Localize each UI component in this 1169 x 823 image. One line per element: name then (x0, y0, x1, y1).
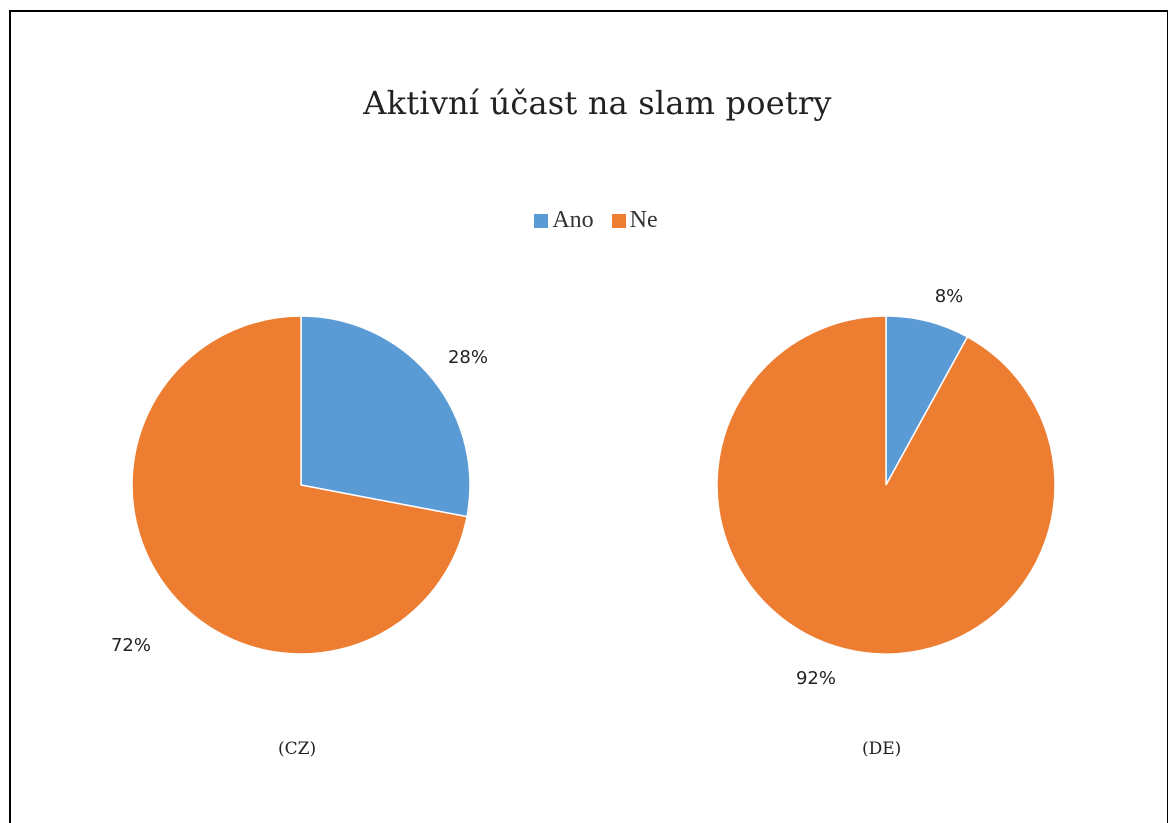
legend-swatch-ne (611, 213, 626, 228)
pie-slice-de-ne (716, 315, 1056, 655)
caption-de: (DE) (862, 739, 902, 759)
chart-title: Aktivní účast na slam poetry (363, 84, 832, 122)
data-label-cz-ano: 28% (448, 347, 488, 368)
legend: Ano Ne (0, 207, 1169, 234)
legend-label-ne: Ne (629, 207, 658, 233)
legend-item-ne: Ne (611, 207, 658, 234)
legend-label-ano: Ano (552, 207, 594, 233)
legend-swatch-ano (534, 213, 549, 228)
data-label-cz-ne: 72% (111, 635, 151, 656)
pie-slice-cz-ne (131, 315, 468, 655)
pie-slice-cz-ano (300, 315, 471, 518)
legend-item-ano: Ano (534, 207, 594, 234)
data-label-de-ano: 8% (935, 286, 964, 307)
caption-cz: (CZ) (278, 739, 317, 759)
data-label-de-ne: 92% (796, 668, 836, 689)
